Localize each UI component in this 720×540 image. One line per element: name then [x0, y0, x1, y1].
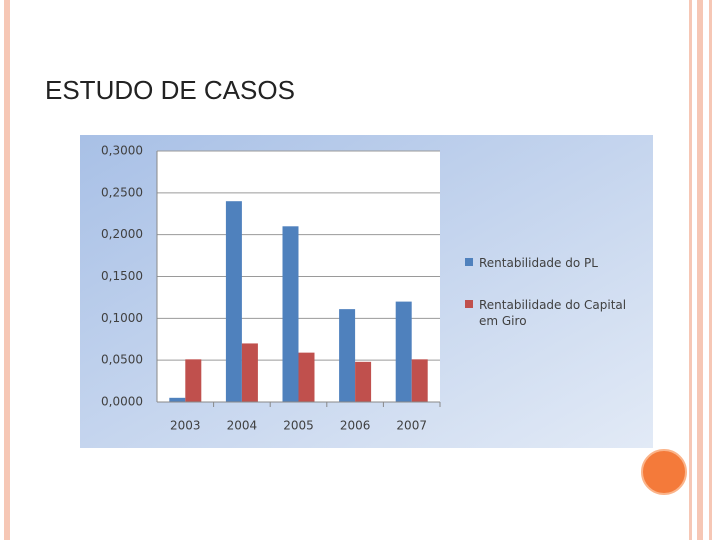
y-tick-label: 0,3000	[101, 144, 143, 158]
legend-swatch	[465, 258, 473, 266]
bar	[298, 352, 315, 402]
legend-item: Rentabilidade do Capital em Giro	[465, 297, 645, 329]
decor-circle	[641, 449, 687, 495]
y-tick-label: 0,0000	[101, 395, 143, 409]
y-tick-label: 0,2500	[101, 185, 143, 199]
x-tick-label: 2007	[396, 419, 427, 433]
right-stripe	[697, 0, 703, 540]
right-stripe	[709, 0, 712, 540]
bar	[241, 343, 258, 402]
legend-label: Rentabilidade do Capital em Giro	[479, 298, 627, 328]
y-tick-label: 0,0500	[101, 353, 143, 367]
legend-item: Rentabilidade do PL	[465, 255, 645, 271]
bar	[225, 201, 242, 402]
slide-title: ESTUDO DE CASOS	[45, 75, 295, 105]
x-tick-label: 2006	[340, 419, 371, 433]
x-tick-label: 2003	[170, 419, 201, 433]
bar	[411, 359, 428, 402]
left-stripe	[4, 0, 10, 540]
y-tick-label: 0,1000	[101, 311, 143, 325]
y-tick-label: 0,2000	[101, 227, 143, 241]
bar	[355, 361, 372, 402]
x-tick-label: 2004	[227, 419, 258, 433]
bar	[169, 397, 186, 402]
legend-label: Rentabilidade do PL	[479, 256, 598, 270]
y-tick-label: 0,1500	[101, 269, 143, 283]
right-stripe	[689, 0, 692, 540]
bar	[282, 226, 299, 402]
x-tick-label: 2005	[283, 419, 314, 433]
bar	[185, 359, 202, 402]
legend-swatch	[465, 300, 473, 308]
bar	[395, 301, 412, 402]
bar	[339, 309, 356, 402]
